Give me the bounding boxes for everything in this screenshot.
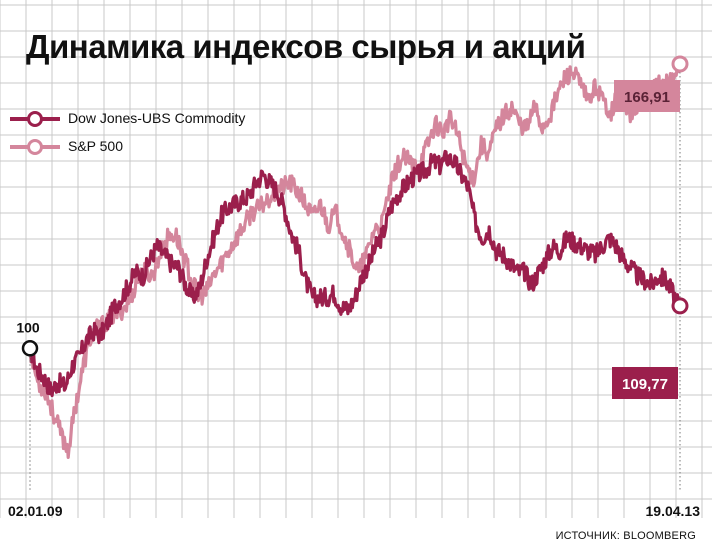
legend-label-sp500: S&P 500 [68, 138, 124, 154]
start-point-marker [21, 340, 39, 357]
x-end-label: 19.04.13 [646, 503, 701, 519]
end-point-marker-sp500 [671, 55, 689, 73]
legend-swatch-sp500 [10, 139, 60, 155]
end-value-box-sp500 [614, 80, 680, 112]
end-value-box-djubs [612, 367, 678, 399]
end-point-marker-djubs [671, 297, 689, 315]
series-line-sp500 [28, 57, 682, 459]
end-value-label-djubs: 109,77 [622, 376, 668, 393]
legend-label-djubs: Dow Jones-UBS Commodity [68, 110, 246, 126]
chart-title: Динамика индексов сырья и акций [26, 28, 586, 65]
source-note: ИСТОЧНИК: BLOOMBERG [555, 530, 696, 542]
series-line-djubs [28, 149, 682, 398]
end-value-label-sp500: 166,91 [624, 89, 670, 106]
grid [0, 0, 712, 518]
start-value-label: 100 [16, 319, 40, 335]
x-start-label: 02.01.09 [8, 503, 63, 519]
legend-swatch-djubs [10, 111, 60, 127]
series-layer [28, 57, 682, 459]
markers: 100 109,77 166,91 02.01.09 19.04.13 [8, 55, 701, 519]
